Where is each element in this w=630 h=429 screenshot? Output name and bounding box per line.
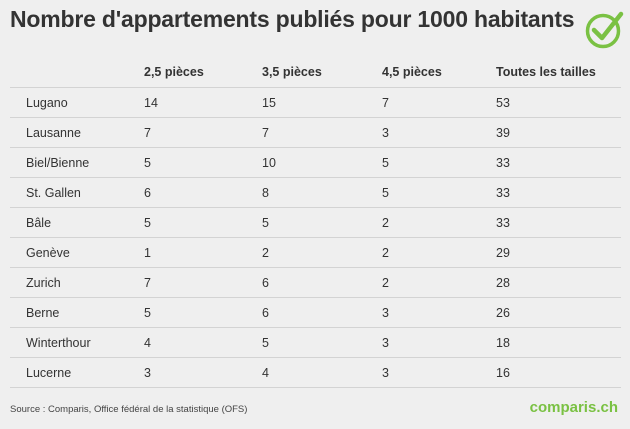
- value-cell: 53: [496, 87, 621, 118]
- data-table: 2,5 pièces 3,5 pièces 4,5 pièces Toutes …: [10, 57, 621, 388]
- source-note: Source : Comparis, Office fédéral de la …: [10, 404, 248, 415]
- value-cell: 33: [496, 207, 621, 238]
- value-cell: 2: [382, 267, 496, 298]
- city-cell: Biel/Bienne: [10, 147, 144, 178]
- value-cell: 3: [382, 327, 496, 358]
- brand-logo-text: comparis.ch: [529, 399, 618, 416]
- check-circle-icon: [585, 11, 624, 49]
- value-cell: 1: [144, 237, 262, 268]
- value-cell: 4: [262, 357, 382, 388]
- value-cell: 18: [496, 327, 621, 358]
- value-cell: 5: [382, 177, 496, 208]
- table-row: Winterthour 4 5 3 18: [10, 327, 621, 358]
- value-cell: 7: [144, 267, 262, 298]
- page-title: Nombre d'appartements publiés pour 1000 …: [10, 6, 575, 32]
- column-header: 2,5 pièces: [144, 57, 262, 88]
- value-cell: 6: [144, 177, 262, 208]
- value-cell: 3: [382, 357, 496, 388]
- value-cell: 10: [262, 147, 382, 178]
- value-cell: 5: [144, 147, 262, 178]
- city-cell: Genève: [10, 237, 144, 268]
- value-cell: 29: [496, 237, 621, 268]
- value-cell: 33: [496, 177, 621, 208]
- city-cell: Berne: [10, 297, 144, 328]
- city-cell: Lucerne: [10, 357, 144, 388]
- value-cell: 2: [382, 207, 496, 238]
- column-header: [10, 57, 144, 88]
- value-cell: 3: [144, 357, 262, 388]
- value-cell: 16: [496, 357, 621, 388]
- table-row: Zurich 7 6 2 28: [10, 267, 621, 298]
- table-row: Biel/Bienne 5 10 5 33: [10, 147, 621, 178]
- value-cell: 26: [496, 297, 621, 328]
- value-cell: 3: [382, 297, 496, 328]
- city-cell: Lugano: [10, 87, 144, 118]
- value-cell: 5: [262, 207, 382, 238]
- table-row: Lausanne 7 7 3 39: [10, 117, 621, 148]
- value-cell: 2: [382, 237, 496, 268]
- value-cell: 14: [144, 87, 262, 118]
- table-row: Bâle 5 5 2 33: [10, 207, 621, 238]
- table-header-row: 2,5 pièces 3,5 pièces 4,5 pièces Toutes …: [10, 57, 621, 88]
- column-header: 4,5 pièces: [382, 57, 496, 88]
- city-cell: Winterthour: [10, 327, 144, 358]
- check-circle-ring: [585, 13, 621, 49]
- city-cell: St. Gallen: [10, 177, 144, 208]
- value-cell: 28: [496, 267, 621, 298]
- column-header: Toutes les tailles: [496, 57, 621, 88]
- check-mark: [591, 11, 624, 41]
- table-body: Lugano 14 15 7 53 Lausanne 7 7 3 39 Biel/Bienne 5 10…: [10, 87, 621, 388]
- table-row: Lugano 14 15 7 53: [10, 87, 621, 118]
- table-row: Genève 1 2 2 29: [10, 237, 621, 268]
- column-header: 3,5 pièces: [262, 57, 382, 88]
- value-cell: 15: [262, 87, 382, 118]
- value-cell: 6: [262, 267, 382, 298]
- value-cell: 7: [382, 87, 496, 118]
- value-cell: 5: [262, 327, 382, 358]
- value-cell: 8: [262, 177, 382, 208]
- value-cell: 6: [262, 297, 382, 328]
- city-cell: Lausanne: [10, 117, 144, 148]
- table-row: Berne 5 6 3 26: [10, 297, 621, 328]
- value-cell: 4: [144, 327, 262, 358]
- value-cell: 7: [262, 117, 382, 148]
- value-cell: 5: [144, 207, 262, 238]
- city-cell: Bâle: [10, 207, 144, 238]
- value-cell: 5: [144, 297, 262, 328]
- value-cell: 2: [262, 237, 382, 268]
- value-cell: 7: [144, 117, 262, 148]
- value-cell: 3: [382, 117, 496, 148]
- value-cell: 5: [382, 147, 496, 178]
- city-cell: Zurich: [10, 267, 144, 298]
- table-row: St. Gallen 6 8 5 33: [10, 177, 621, 208]
- table-row: Lucerne 3 4 3 16: [10, 357, 621, 388]
- value-cell: 33: [496, 147, 621, 178]
- value-cell: 39: [496, 117, 621, 148]
